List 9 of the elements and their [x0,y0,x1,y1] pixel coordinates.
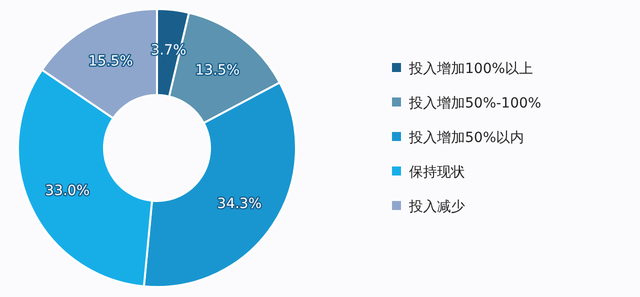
legend-label: 投入减少 [408,199,465,215]
data-label: 15.5% [88,54,133,70]
data-label: 33.0% [45,183,90,200]
data-label: 34.3% [217,196,262,212]
legend-label: 投入增加50%以内 [408,130,524,146]
data-label: 13.5% [195,62,240,79]
legend-label: 投入增加100%以上 [408,61,534,77]
legend-label: 投入增加50%-100% [408,96,542,112]
legend-label: 保持现状 [409,164,465,180]
